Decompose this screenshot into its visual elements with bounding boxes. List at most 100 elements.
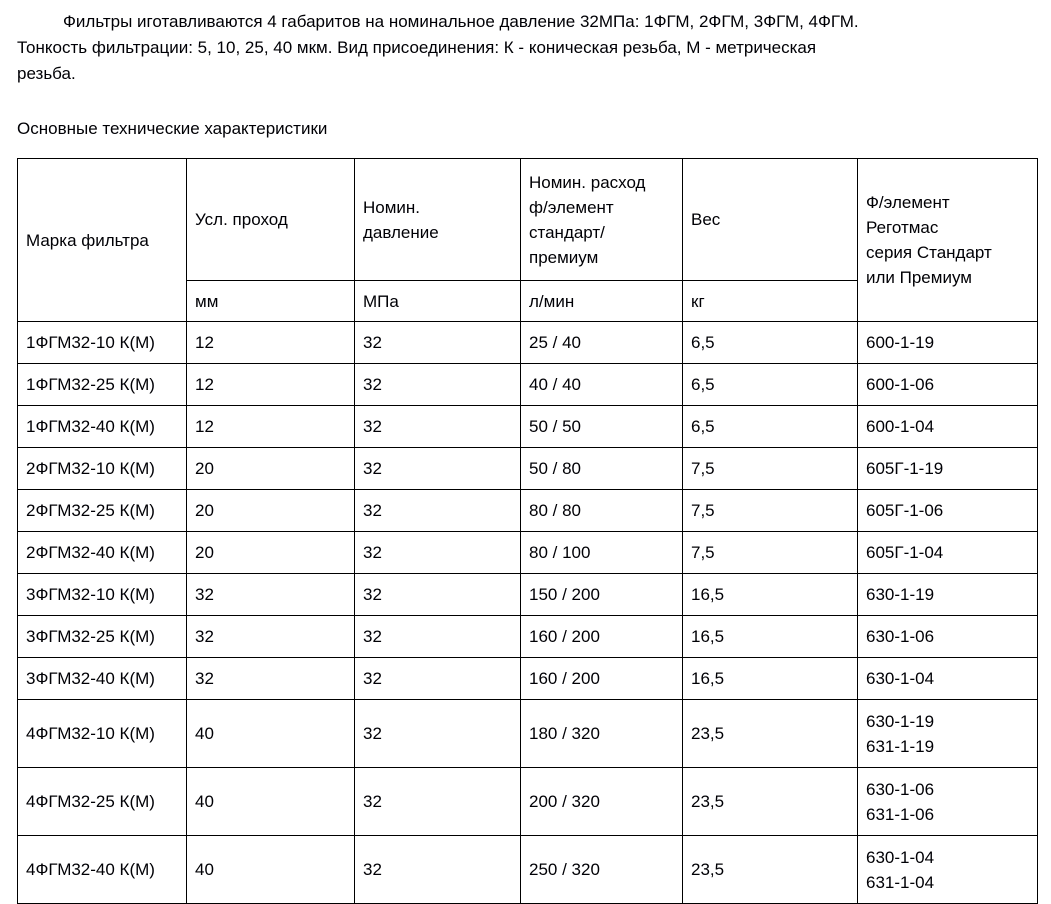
table-cell: 630-1-04 631-1-04: [857, 835, 1038, 904]
table-cell-mark: 4ФГМ32-25 К(М): [17, 767, 187, 836]
header-cell-pressure: Номин. давление: [354, 158, 521, 281]
table-cell: 23,5: [682, 767, 858, 836]
table-cell: 23,5: [682, 699, 858, 768]
table-cell: 40: [186, 835, 355, 904]
table-cell: 630-1-19: [857, 573, 1038, 616]
table-cell-mark: 3ФГМ32-10 К(М): [17, 573, 187, 616]
header-cell-passage: Усл. проход: [186, 158, 355, 281]
table-cell: 6,5: [682, 363, 858, 406]
table-cell: 600-1-19: [857, 321, 1038, 364]
table-cell: 20: [186, 531, 355, 574]
table-cell: 180 / 320: [520, 699, 683, 768]
spec-table-header: Марка фильтра Усл. проход Номин. давлени…: [17, 158, 1038, 322]
table-row: 1ФГМ32-40 К(М) 12 32 50 / 50 6,5 600-1-04: [17, 405, 1038, 448]
table-cell: 20: [186, 447, 355, 490]
header-row-main: Марка фильтра Усл. проход Номин. давлени…: [17, 158, 1038, 322]
table-cell: 6,5: [682, 321, 858, 364]
header-cell-element: Ф/элемент Реготмас серия Стандарт или Пр…: [857, 158, 1038, 322]
unit-cell-mpa: МПа: [354, 280, 521, 322]
table-cell: 630-1-06 631-1-06: [857, 767, 1038, 836]
unit-cell-kg: кг: [682, 280, 858, 322]
table-row: 4ФГМ32-40 К(М) 40 32 250 / 320 23,5 630-1-04 …: [17, 835, 1038, 904]
table-cell: 7,5: [682, 489, 858, 532]
header-cell-mark: Марка фильтра: [17, 158, 187, 322]
table-cell: 250 / 320: [520, 835, 683, 904]
table-cell-mark: 1ФГМ32-40 К(М): [17, 405, 187, 448]
table-cell: 32: [354, 363, 521, 406]
table-cell-mark: 1ФГМ32-25 К(М): [17, 363, 187, 406]
table-cell: 80 / 80: [520, 489, 683, 532]
table-cell: 160 / 200: [520, 657, 683, 700]
table-cell: 50 / 80: [520, 447, 683, 490]
table-cell: 32: [186, 615, 355, 658]
table-cell: 25 / 40: [520, 321, 683, 364]
table-cell: 12: [186, 321, 355, 364]
table-row: 3ФГМ32-40 К(М) 32 32 160 / 200 16,5 630-1-04: [17, 657, 1038, 700]
table-cell: 32: [354, 447, 521, 490]
table-row: 1ФГМ32-10 К(М) 12 32 25 / 40 6,5 600-1-19: [17, 321, 1038, 364]
table-row: 1ФГМ32-25 К(М) 12 32 40 / 40 6,5 600-1-06: [17, 363, 1038, 406]
table-row: 2ФГМ32-40 К(М) 20 32 80 / 100 7,5 605Г-1-04: [17, 531, 1038, 574]
table-cell: 32: [186, 657, 355, 700]
header-row-units: мм МПа л/мин кг: [18, 280, 1038, 322]
table-cell-mark: 1ФГМ32-10 К(М): [17, 321, 187, 364]
table-cell-mark: 3ФГМ32-25 К(М): [17, 615, 187, 658]
table-cell: 16,5: [682, 657, 858, 700]
table-cell: 16,5: [682, 573, 858, 616]
table-row: 2ФГМ32-25 К(М) 20 32 80 / 80 7,5 605Г-1-06: [17, 489, 1038, 532]
table-cell: 32: [354, 405, 521, 448]
table-cell: 605Г-1-04: [857, 531, 1038, 574]
table-cell: 32: [354, 699, 521, 768]
table-cell: 40 / 40: [520, 363, 683, 406]
table-cell-mark: 2ФГМ32-25 К(М): [17, 489, 187, 532]
spec-table-body: 1ФГМ32-10 К(М) 12 32 25 / 40 6,5 600-1-19 1ФГМ…: [17, 321, 1038, 904]
table-cell-mark: 2ФГМ32-10 К(М): [17, 447, 187, 490]
table-cell: 40: [186, 767, 355, 836]
table-cell: 32: [354, 615, 521, 658]
table-cell: 32: [354, 657, 521, 700]
table-cell: 50 / 50: [520, 405, 683, 448]
table-cell: 20: [186, 489, 355, 532]
table-row: 2ФГМ32-10 К(М) 20 32 50 / 80 7,5 605Г-1-19: [17, 447, 1038, 490]
table-cell: 32: [186, 573, 355, 616]
table-cell: 16,5: [682, 615, 858, 658]
unit-cell-mm: мм: [186, 280, 355, 322]
intro-paragraph: Фильтры иготавливаются 4 габаритов на но…: [17, 12, 859, 83]
table-cell: 150 / 200: [520, 573, 683, 616]
table-cell: 32: [354, 767, 521, 836]
table-cell: 32: [354, 321, 521, 364]
table-cell: 32: [354, 489, 521, 532]
table-cell: 6,5: [682, 405, 858, 448]
table-row: 4ФГМ32-10 К(М) 40 32 180 / 320 23,5 630-1-19 …: [17, 699, 1038, 768]
table-cell-mark: 3ФГМ32-40 К(М): [17, 657, 187, 700]
table-cell: 40: [186, 699, 355, 768]
table-cell-mark: 4ФГМ32-40 К(М): [17, 835, 187, 904]
table-cell: 630-1-04: [857, 657, 1038, 700]
table-cell: 160 / 200: [520, 615, 683, 658]
table-cell: 605Г-1-06: [857, 489, 1038, 532]
table-cell: 32: [354, 835, 521, 904]
table-cell: 23,5: [682, 835, 858, 904]
table-cell: 630-1-06: [857, 615, 1038, 658]
header-cell-weight: Вес: [682, 158, 858, 281]
table-cell: 7,5: [682, 531, 858, 574]
table-cell-mark: 2ФГМ32-40 К(М): [17, 531, 187, 574]
table-cell: 12: [186, 405, 355, 448]
table-cell: 12: [186, 363, 355, 406]
table-cell: 80 / 100: [520, 531, 683, 574]
table-cell: 600-1-06: [857, 363, 1038, 406]
table-row: 3ФГМ32-10 К(М) 32 32 150 / 200 16,5 630-1-19: [17, 573, 1038, 616]
table-cell: 32: [354, 531, 521, 574]
header-cell-flow: Номин. расход ф/элемент стандарт/ премиу…: [520, 158, 683, 281]
table-cell: 600-1-04: [857, 405, 1038, 448]
unit-cell-lmin: л/мин: [520, 280, 683, 322]
table-cell: 200 / 320: [520, 767, 683, 836]
table-cell: 7,5: [682, 447, 858, 490]
spec-table: Марка фильтра Усл. проход Номин. давлени…: [17, 158, 1038, 904]
table-cell: 630-1-19 631-1-19: [857, 699, 1038, 768]
section-title: Основные технические характеристики: [17, 119, 328, 138]
table-cell: 605Г-1-19: [857, 447, 1038, 490]
table-cell-mark: 4ФГМ32-10 К(М): [17, 699, 187, 768]
table-row: 4ФГМ32-25 К(М) 40 32 200 / 320 23,5 630-1-06 …: [17, 767, 1038, 836]
